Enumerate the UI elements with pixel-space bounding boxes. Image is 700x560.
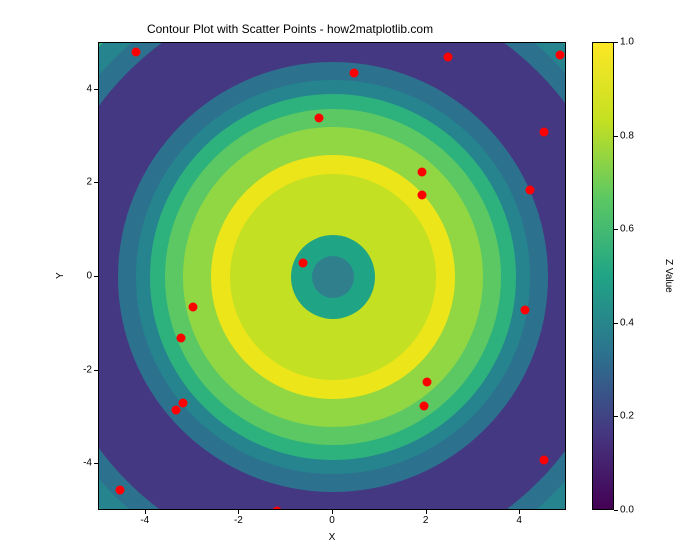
scatter-point	[443, 53, 452, 62]
figure: Contour Plot with Scatter Points - how2m…	[0, 0, 700, 560]
colorbar-tick-mark	[614, 416, 618, 417]
scatter-point	[172, 406, 181, 415]
colorbar-tick-mark	[614, 42, 618, 43]
ytick-label: 0	[72, 271, 92, 282]
scatter-point	[298, 258, 307, 267]
xtick-mark	[145, 510, 146, 514]
scatter-point	[555, 50, 564, 59]
chart-title: Contour Plot with Scatter Points - how2m…	[0, 22, 580, 36]
xtick-label: 2	[423, 515, 429, 526]
scatter-point	[350, 69, 359, 78]
ytick-label: 2	[72, 177, 92, 188]
scatter-point	[116, 485, 125, 494]
xtick-mark	[332, 510, 333, 514]
ytick-mark	[94, 276, 98, 277]
colorbar-tick-label: 0.8	[620, 130, 634, 141]
colorbar-tick-label: 0.0	[620, 505, 634, 516]
x-axis-label: X	[98, 532, 566, 543]
colorbar-tick-mark	[614, 229, 618, 230]
ytick-label: -4	[72, 458, 92, 469]
xtick-label: 4	[516, 515, 522, 526]
scatter-point	[417, 167, 426, 176]
scatter-point	[179, 399, 188, 408]
scatter-point	[539, 127, 548, 136]
ytick-mark	[94, 463, 98, 464]
scatter-point	[420, 401, 429, 410]
scatter-point	[272, 507, 281, 511]
scatter-point	[539, 455, 548, 464]
scatter-point	[417, 191, 426, 200]
scatter-point	[314, 113, 323, 122]
colorbar-tick-mark	[614, 510, 618, 511]
scatter-point	[188, 303, 197, 312]
xtick-label: -2	[234, 515, 243, 526]
xtick-mark	[426, 510, 427, 514]
y-axis-label: Y	[55, 42, 69, 510]
colorbar-tick-mark	[614, 136, 618, 137]
colorbar-tick-mark	[614, 323, 618, 324]
ytick-mark	[94, 182, 98, 183]
ytick-mark	[94, 89, 98, 90]
scatter-point	[525, 186, 534, 195]
colorbar-tick-label: 0.4	[620, 317, 634, 328]
xtick-label: -4	[140, 515, 149, 526]
colorbar-tick-label: 0.6	[620, 224, 634, 235]
xtick-label: 0	[329, 515, 335, 526]
colorbar-tick-label: 1.0	[620, 37, 634, 48]
colorbar	[592, 42, 614, 510]
ytick-label: 4	[72, 83, 92, 94]
colorbar-tick-label: 0.2	[620, 411, 634, 422]
plot-area	[98, 42, 566, 510]
xtick-mark	[238, 510, 239, 514]
ytick-mark	[94, 370, 98, 371]
ytick-label: -2	[72, 364, 92, 375]
scatter-point	[176, 333, 185, 342]
scatter-point	[132, 48, 141, 57]
colorbar-label: Z Value	[660, 42, 674, 510]
scatter-point	[422, 378, 431, 387]
contour-ring	[312, 256, 354, 298]
scatter-point	[520, 305, 529, 314]
xtick-mark	[519, 510, 520, 514]
